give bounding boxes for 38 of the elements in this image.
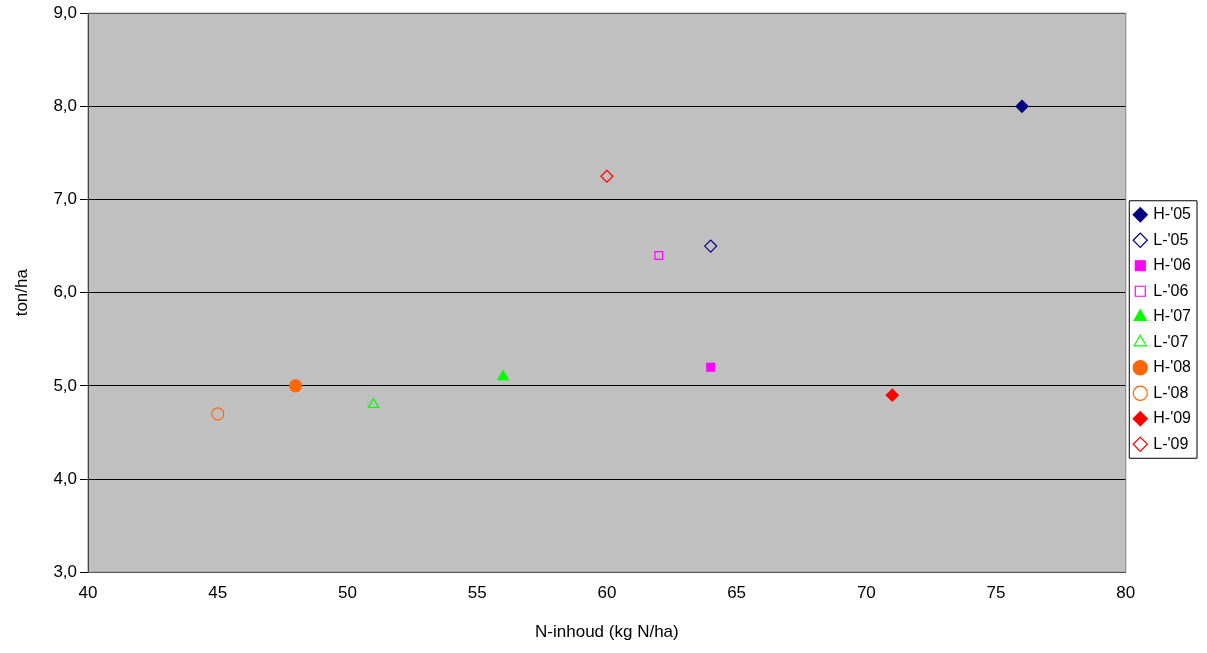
legend-label: L-'06 — [1153, 281, 1189, 299]
y-tick-label: 9,0 — [53, 2, 78, 22]
x-tick-label: 45 — [208, 583, 228, 603]
point — [654, 250, 664, 260]
x-tick-label: 65 — [727, 583, 747, 603]
point — [885, 388, 899, 402]
legend-label: H-'09 — [1153, 409, 1192, 427]
x-tick-label: 50 — [338, 583, 357, 603]
legend-label: H-'06 — [1153, 256, 1192, 274]
point — [706, 362, 716, 372]
point — [704, 239, 718, 253]
legend-label: L-'09 — [1153, 434, 1189, 452]
legend-label: L-'07 — [1153, 332, 1189, 350]
x-axis-title: N-inhoud (kg N/ha) — [535, 622, 679, 642]
point — [497, 369, 509, 381]
y-tick-label: 5,0 — [53, 375, 78, 395]
y-tick-label: 8,0 — [53, 96, 78, 116]
point — [211, 407, 225, 421]
x-tick-label: 70 — [856, 583, 876, 603]
legend-label: L-'08 — [1153, 383, 1189, 401]
y-tick-label: 7,0 — [53, 189, 78, 209]
x-tick-label: 60 — [597, 583, 617, 603]
point — [600, 169, 614, 183]
x-tick-label: 55 — [467, 583, 487, 603]
x-tick-label: 40 — [78, 583, 98, 603]
y-tick-label: 3,0 — [53, 561, 78, 581]
legend-label: H-'07 — [1153, 307, 1192, 325]
x-tick-label: 75 — [986, 583, 1006, 603]
point — [288, 379, 303, 393]
x-tick-label: 80 — [1116, 583, 1136, 603]
point — [1015, 99, 1029, 113]
y-axis-title: ton/ha — [11, 268, 31, 317]
point — [367, 397, 380, 409]
legend-label: L-'05 — [1153, 230, 1189, 248]
y-tick-label: 6,0 — [53, 282, 78, 302]
y-tick-label: 4,0 — [53, 468, 78, 488]
legend-label: H-'05 — [1153, 205, 1192, 223]
legend-label: H-'08 — [1153, 358, 1192, 376]
